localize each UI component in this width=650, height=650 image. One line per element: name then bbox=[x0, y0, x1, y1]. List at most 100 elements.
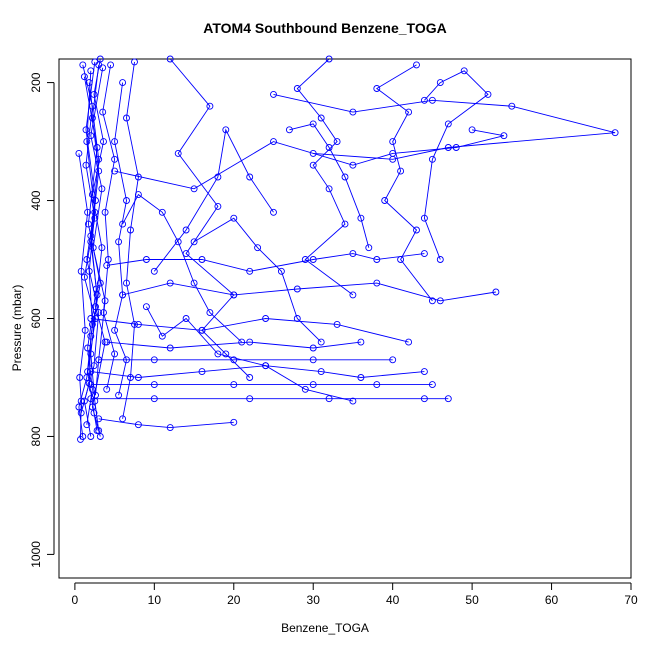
data-point bbox=[134, 191, 142, 199]
data-point bbox=[444, 395, 452, 403]
data-point bbox=[100, 309, 107, 317]
data-point bbox=[405, 338, 413, 346]
data-point bbox=[119, 79, 127, 87]
x-tick-label: 10 bbox=[148, 593, 162, 607]
data-point bbox=[270, 138, 277, 146]
data-point bbox=[428, 381, 436, 389]
data-point bbox=[166, 55, 174, 63]
data-point bbox=[103, 385, 111, 393]
data-point bbox=[373, 381, 381, 389]
data-point bbox=[428, 297, 436, 305]
profile-line bbox=[169, 58, 251, 378]
data-point bbox=[123, 114, 130, 122]
profile-line bbox=[296, 58, 354, 296]
data-point bbox=[84, 220, 92, 228]
data-point bbox=[93, 427, 101, 435]
data-point bbox=[246, 267, 254, 275]
data-point bbox=[134, 320, 142, 328]
profile-line bbox=[83, 61, 100, 437]
data-point bbox=[98, 185, 106, 193]
y-tick-label: 1000 bbox=[29, 541, 43, 568]
data-point bbox=[293, 85, 301, 92]
profile-line bbox=[86, 82, 100, 425]
x-tick-label: 20 bbox=[227, 593, 241, 607]
profile-line bbox=[122, 282, 496, 302]
profile-line bbox=[106, 253, 425, 272]
profile-line bbox=[78, 70, 96, 437]
profile-line bbox=[423, 70, 489, 260]
data-point bbox=[87, 332, 95, 340]
data-point bbox=[99, 108, 107, 116]
data-point bbox=[198, 326, 206, 334]
data-point bbox=[84, 344, 92, 352]
data-point bbox=[150, 381, 158, 389]
data-point bbox=[80, 273, 88, 281]
data-point bbox=[127, 374, 134, 381]
data-point bbox=[436, 297, 444, 305]
data-point bbox=[182, 226, 190, 234]
data-point bbox=[468, 126, 476, 134]
data-point bbox=[95, 415, 103, 423]
data-point bbox=[158, 332, 166, 340]
data-point bbox=[92, 285, 100, 293]
profile-line bbox=[273, 93, 616, 160]
data-point bbox=[82, 126, 90, 134]
data-point bbox=[309, 149, 317, 157]
data-point bbox=[81, 326, 89, 334]
data-point bbox=[230, 291, 238, 299]
data-point bbox=[230, 214, 238, 222]
data-point bbox=[389, 138, 397, 146]
data-point bbox=[397, 167, 405, 175]
data-point bbox=[349, 108, 357, 116]
y-tick-label: 400 bbox=[29, 190, 43, 210]
data-point bbox=[285, 126, 293, 134]
data-point bbox=[150, 267, 158, 275]
data-point bbox=[420, 96, 428, 104]
data-point bbox=[88, 403, 96, 411]
data-point bbox=[96, 55, 104, 63]
data-point bbox=[127, 226, 134, 234]
data-point bbox=[349, 250, 357, 258]
data-point bbox=[246, 374, 254, 381]
data-point bbox=[262, 315, 270, 322]
data-point bbox=[119, 220, 127, 228]
data-point bbox=[82, 161, 90, 169]
data-point bbox=[158, 208, 166, 216]
x-axis-label: Benzene_TOGA bbox=[281, 621, 369, 635]
plot-frame bbox=[58, 58, 632, 579]
profile-line bbox=[90, 318, 409, 343]
data-point bbox=[277, 267, 285, 275]
data-point bbox=[349, 291, 357, 299]
data-point bbox=[413, 61, 420, 69]
data-point bbox=[262, 362, 270, 370]
data-point bbox=[405, 108, 413, 116]
data-point bbox=[309, 344, 317, 352]
data-point bbox=[428, 96, 436, 104]
data-point bbox=[420, 250, 428, 258]
data-point bbox=[333, 320, 341, 328]
data-point bbox=[134, 374, 142, 381]
x-tick-label: 40 bbox=[386, 593, 400, 607]
profile-line bbox=[289, 123, 370, 248]
data-point bbox=[413, 226, 420, 234]
data-point bbox=[111, 138, 119, 146]
data-point bbox=[174, 238, 182, 246]
data-point bbox=[96, 433, 104, 440]
data-point bbox=[325, 144, 333, 151]
data-point bbox=[325, 185, 333, 193]
data-point bbox=[349, 161, 357, 169]
data-point bbox=[420, 368, 428, 376]
data-point bbox=[389, 155, 397, 163]
data-point bbox=[91, 58, 99, 66]
data-point bbox=[230, 418, 238, 426]
data-point bbox=[444, 120, 452, 128]
data-point bbox=[373, 279, 381, 287]
data-point bbox=[76, 374, 84, 381]
profile-line bbox=[114, 82, 127, 396]
data-point bbox=[77, 397, 85, 405]
data-point bbox=[75, 403, 83, 411]
data-point bbox=[198, 368, 206, 376]
data-point bbox=[92, 197, 99, 204]
data-point bbox=[428, 155, 436, 163]
data-point bbox=[222, 126, 230, 134]
